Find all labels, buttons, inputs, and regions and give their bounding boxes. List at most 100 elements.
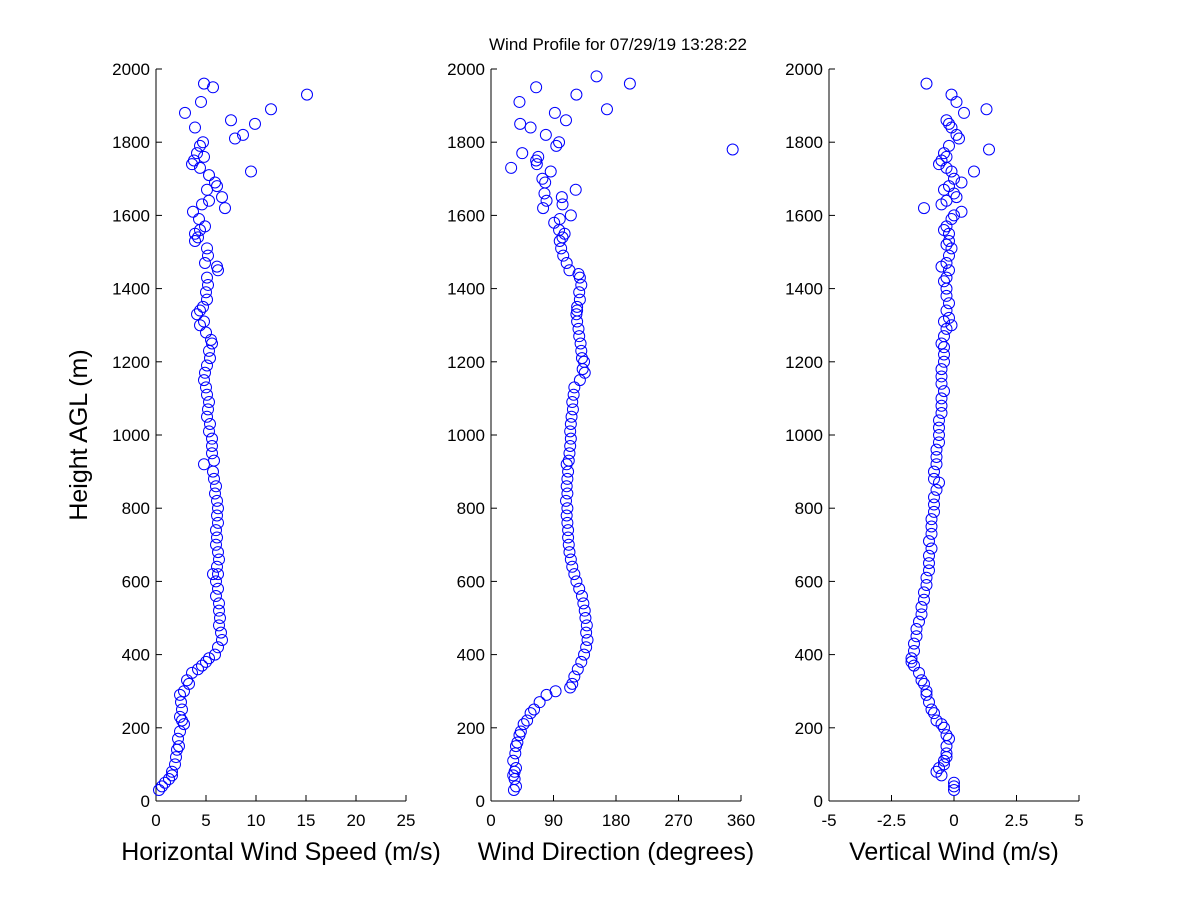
data-point <box>561 502 574 515</box>
y-tick-label: 1400 <box>447 280 485 299</box>
data-point <box>910 630 923 643</box>
data-point <box>198 458 210 471</box>
data-point <box>923 564 935 577</box>
data-point <box>211 531 223 544</box>
y-tick-label: 400 <box>795 646 823 665</box>
data-point <box>212 502 224 515</box>
data-point <box>524 121 537 134</box>
data-point <box>561 516 574 529</box>
data-point <box>918 677 930 690</box>
data-point <box>913 615 925 628</box>
data-point <box>955 205 968 218</box>
data-point <box>530 154 543 167</box>
data-point <box>206 447 218 460</box>
panel-vertical: 0 200 400 600 800 1000 1200 1400 1600 1800 2000 -5 -… <box>785 60 1084 866</box>
data-point <box>564 418 577 431</box>
data-point <box>199 366 211 379</box>
data-point <box>905 652 918 665</box>
x-tick-label: 360 <box>727 811 755 830</box>
data-point <box>600 103 613 116</box>
data-point <box>561 472 574 485</box>
data-point <box>195 95 207 108</box>
data-point <box>590 70 603 83</box>
x-tick-label: 180 <box>602 811 630 830</box>
data-point <box>203 652 215 665</box>
data-point <box>933 429 945 441</box>
data-point <box>948 784 960 797</box>
y-tick-label: 1200 <box>447 353 485 372</box>
x-axis-label-direction: Wind Direction (degrees) <box>478 838 755 866</box>
data-point <box>935 769 948 782</box>
data-point <box>189 121 201 134</box>
data-point <box>935 370 948 383</box>
data-point <box>209 487 221 500</box>
y-tick-label: 600 <box>457 572 485 591</box>
data-point <box>564 209 577 222</box>
data-point <box>537 202 550 215</box>
data-point <box>575 344 588 357</box>
data-point <box>539 128 552 141</box>
data-point <box>563 447 576 460</box>
data-point <box>213 619 225 632</box>
data-point <box>940 289 953 302</box>
y-tick-label: 1600 <box>112 206 150 225</box>
data-point <box>928 491 940 504</box>
data-point <box>202 249 214 262</box>
data-point <box>950 128 963 141</box>
data-series <box>905 77 995 797</box>
data-point <box>933 436 945 449</box>
data-point <box>577 597 590 610</box>
data-point <box>580 619 593 632</box>
data-point <box>920 571 933 584</box>
data-point <box>940 751 953 764</box>
data-point <box>196 659 208 672</box>
data-point <box>192 231 204 244</box>
data-point <box>943 117 955 130</box>
data-point <box>207 81 219 94</box>
data-point <box>940 322 953 335</box>
data-point <box>920 685 933 698</box>
data-point <box>528 703 541 716</box>
data-point <box>568 568 581 581</box>
data-point <box>569 183 582 196</box>
data-point <box>915 674 928 687</box>
data-point <box>210 480 222 493</box>
data-point <box>938 315 950 328</box>
data-point <box>212 641 224 654</box>
data-point <box>925 527 938 540</box>
data-point <box>953 132 965 145</box>
x-tick-label: 25 <box>397 811 416 830</box>
data-point <box>214 612 226 624</box>
data-point <box>570 308 583 321</box>
data-point <box>915 608 928 621</box>
data-point <box>562 538 575 551</box>
y-tick-label: 1000 <box>785 426 823 445</box>
height-axis-label: Height AGL (m) <box>65 349 93 520</box>
x-tick-label: 90 <box>544 811 563 830</box>
y-tick-label: 1800 <box>112 133 150 152</box>
data-point <box>948 209 960 222</box>
data-point <box>191 147 203 160</box>
data-point <box>201 388 213 401</box>
y-tick-label: 2000 <box>112 60 150 79</box>
data-point <box>578 648 591 661</box>
data-point <box>174 725 186 738</box>
data-point <box>573 286 586 299</box>
data-point <box>581 633 594 646</box>
data-point <box>915 601 928 614</box>
data-point <box>938 275 950 288</box>
y-tick-label: 400 <box>457 646 485 665</box>
y-tick-label: 1000 <box>112 426 150 445</box>
data-point <box>509 747 522 760</box>
data-point <box>570 88 583 101</box>
data-point <box>943 732 955 745</box>
data-point <box>918 202 930 215</box>
data-point <box>940 282 953 295</box>
data-point <box>191 308 203 321</box>
data-point <box>940 304 953 317</box>
data-point <box>192 663 204 676</box>
data-point <box>265 103 277 116</box>
x-tick-label: 20 <box>347 811 366 830</box>
data-point <box>505 161 518 174</box>
